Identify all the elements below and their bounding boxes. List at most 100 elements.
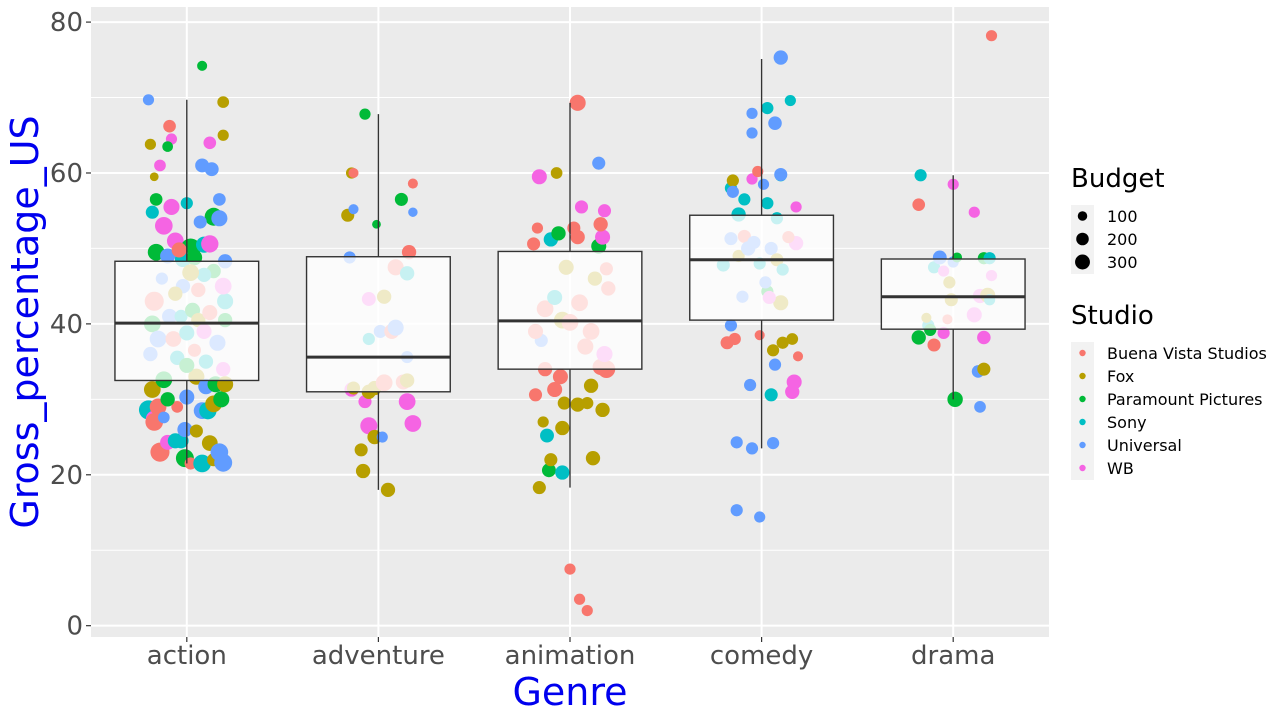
data-point	[547, 381, 563, 398]
data-point	[947, 391, 963, 408]
data-point	[540, 428, 554, 443]
data-point	[217, 96, 230, 108]
x-tick-label: action	[147, 641, 227, 671]
data-point	[531, 222, 544, 234]
data-point	[567, 221, 581, 235]
color-legend-label: Universal	[1107, 436, 1182, 455]
box-action	[114, 260, 260, 382]
y-axis-title: Gross_percentage_US	[3, 115, 47, 528]
data-point	[348, 167, 359, 179]
x-tick-label: comedy	[710, 641, 813, 671]
y-tick-label: 40	[50, 310, 83, 340]
data-point	[593, 217, 608, 232]
data-point	[726, 185, 739, 198]
data-point	[738, 193, 751, 206]
data-point	[585, 451, 601, 466]
data-point	[974, 401, 986, 413]
data-point	[160, 248, 176, 264]
data-point	[154, 216, 173, 235]
data-point	[407, 178, 418, 189]
data-point	[173, 433, 189, 449]
size-legend-label: 200	[1107, 230, 1138, 249]
data-point	[792, 351, 804, 362]
data-point	[911, 330, 926, 345]
data-point	[774, 167, 788, 182]
data-point	[555, 420, 570, 436]
data-point	[730, 436, 743, 449]
data-point	[724, 319, 738, 332]
data-point	[754, 330, 765, 341]
data-point	[768, 358, 782, 371]
data-point	[372, 219, 381, 229]
data-point	[149, 193, 163, 206]
size-legend-symbol	[1077, 211, 1088, 221]
data-point	[532, 481, 546, 495]
data-point	[531, 169, 547, 185]
data-point	[213, 391, 230, 408]
data-point	[570, 397, 585, 412]
data-point	[766, 436, 780, 450]
data-point	[145, 205, 159, 219]
box-animation	[497, 250, 643, 370]
color-legend-symbol	[1079, 372, 1086, 380]
data-point	[197, 60, 208, 71]
data-point	[595, 402, 610, 418]
data-point	[552, 369, 568, 385]
data-point	[360, 417, 378, 435]
data-point	[398, 393, 416, 410]
data-point	[726, 174, 739, 187]
data-point	[914, 169, 927, 182]
data-point	[213, 193, 226, 206]
data-point	[408, 207, 418, 217]
data-point	[555, 465, 570, 480]
box-drama	[880, 258, 1026, 330]
data-point	[730, 504, 743, 517]
data-point	[746, 107, 758, 119]
data-point	[359, 108, 371, 120]
color-legend-symbol	[1079, 464, 1086, 472]
data-point	[394, 192, 408, 206]
y-tick-label: 80	[50, 8, 83, 38]
data-point	[193, 454, 211, 473]
data-point	[937, 326, 950, 340]
data-point	[985, 30, 998, 42]
data-point	[184, 457, 197, 470]
data-point	[537, 416, 549, 428]
data-point	[217, 129, 229, 141]
data-point	[773, 50, 788, 65]
color-legend-label: Buena Vista Studios	[1107, 344, 1267, 363]
color-legend-symbol	[1079, 349, 1086, 357]
x-axis-title: Genre	[512, 670, 627, 714]
data-point	[544, 453, 558, 467]
y-tick-label: 20	[50, 461, 83, 491]
data-point	[564, 563, 576, 575]
data-point	[376, 431, 388, 443]
data-point	[154, 159, 166, 172]
data-point	[163, 198, 180, 215]
data-point	[581, 604, 593, 617]
data-point	[380, 482, 396, 498]
data-point	[754, 511, 766, 523]
data-point	[557, 396, 571, 410]
data-point	[574, 200, 589, 214]
data-point	[790, 201, 802, 213]
data-point	[744, 378, 757, 392]
size-legend-label: 300	[1107, 253, 1138, 272]
color-legend-label: Fox	[1107, 367, 1134, 386]
data-point	[211, 210, 228, 227]
data-point	[977, 362, 991, 376]
data-point	[776, 336, 789, 349]
x-tick-label: adventure	[312, 641, 445, 671]
data-point	[597, 204, 612, 218]
data-point	[581, 397, 594, 410]
data-point	[968, 206, 980, 218]
size-legend-title: Budget	[1071, 164, 1165, 194]
data-point	[583, 378, 599, 393]
data-point	[569, 94, 586, 111]
data-point	[752, 165, 764, 178]
data-point	[728, 332, 741, 346]
data-point	[142, 94, 155, 106]
color-legend-symbol	[1079, 441, 1086, 449]
data-point	[785, 384, 800, 399]
